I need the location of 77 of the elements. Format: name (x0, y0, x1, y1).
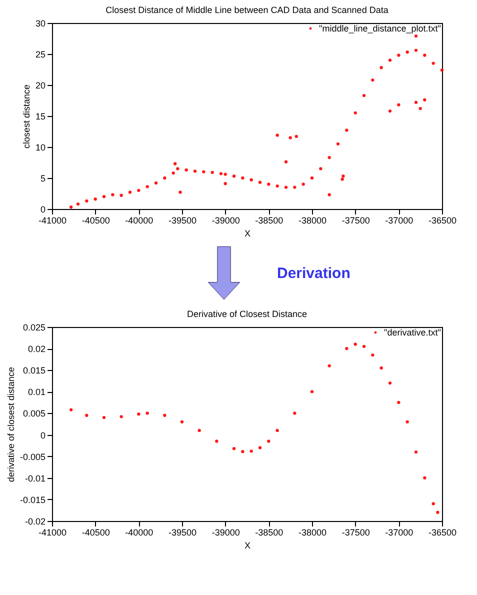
x-tick-label: -40500 (82, 528, 110, 538)
point (137, 412, 140, 416)
point (380, 366, 383, 370)
y-axis-title: closest distance (21, 84, 32, 149)
x-tick-label: -39500 (168, 528, 197, 538)
point (276, 428, 279, 432)
x-tick-label: -37000 (385, 528, 414, 538)
x-tick-label: -37500 (342, 528, 370, 538)
point (250, 450, 253, 453)
point (388, 381, 392, 385)
chart-title: Derivative of Closest Distance (186, 309, 308, 319)
y-tick-label: -0.005 (20, 452, 46, 462)
point (146, 412, 149, 415)
x-tick-label: -38000 (298, 216, 327, 226)
x-axis-title: X (244, 540, 251, 550)
point (215, 440, 218, 443)
point (423, 476, 426, 480)
point (198, 428, 201, 432)
x-tick-label: -36500 (428, 528, 457, 538)
point (406, 420, 409, 424)
point (436, 510, 440, 514)
point (102, 416, 106, 420)
x-tick-label: -38500 (255, 528, 284, 538)
point (371, 353, 374, 357)
point (120, 415, 123, 418)
point (85, 414, 88, 417)
y-tick-label: 0.015 (22, 366, 46, 376)
y-tick-label: 25 (35, 50, 46, 60)
x-tick-label: -37500 (342, 216, 370, 226)
y-tick-label: 0 (40, 430, 46, 440)
x-tick-label: -39000 (212, 528, 240, 538)
point (241, 450, 244, 454)
y-axis-title: derivative of closest distance (6, 366, 16, 482)
y-tick-label: 0.025 (22, 322, 46, 332)
point (397, 400, 400, 404)
point (345, 346, 348, 350)
point (232, 446, 236, 450)
x-tick-label: -40000 (125, 216, 154, 226)
y-tick-label: 0.01 (28, 387, 46, 398)
x-tick-label: -40000 (125, 528, 154, 538)
text: "middle_line_distance_plot.txt" (319, 24, 441, 34)
y-tick-label: 30 (35, 18, 46, 28)
x-tick-label: -39000 (212, 216, 240, 226)
x-tick-label: -41000 (38, 528, 67, 538)
y-tick-label: -0.015 (20, 494, 46, 505)
x-tick-label: -36500 (428, 216, 457, 226)
point (414, 450, 418, 454)
point (163, 414, 166, 417)
text: Derivation (277, 265, 350, 282)
point (69, 408, 73, 412)
point (432, 502, 435, 506)
y-tick-label: -0.01 (24, 473, 46, 484)
x-axis-title: X (244, 228, 251, 238)
chart-title: Closest Distance of Middle Line between CAD Data and Scanned Data (106, 5, 388, 15)
y-tick-label: 0.005 (22, 408, 46, 419)
x-tick-label: -40500 (82, 216, 110, 226)
point (354, 342, 357, 346)
y-tick-label: 0.02 (28, 344, 46, 354)
y-tick-label: 10 (35, 142, 46, 152)
point (180, 420, 184, 424)
x-tick-label: -38000 (298, 528, 327, 538)
point (267, 440, 270, 443)
point (328, 364, 331, 368)
x-tick-label: -38500 (255, 216, 284, 226)
x-tick-label: -41000 (38, 216, 67, 226)
x-tick-label: -39500 (168, 216, 197, 226)
point (310, 390, 314, 394)
y-tick-label: 5 (40, 174, 46, 184)
point (293, 412, 296, 415)
x-tick-label: -37000 (385, 216, 414, 226)
y-tick-label: -0.02 (24, 516, 46, 526)
y-tick-label: 15 (35, 112, 46, 122)
text: "derivative.txt" (384, 328, 441, 338)
point (258, 446, 262, 450)
y-tick-label: 0 (40, 204, 46, 214)
y-tick-label: 20 (35, 80, 46, 90)
point (362, 344, 366, 348)
